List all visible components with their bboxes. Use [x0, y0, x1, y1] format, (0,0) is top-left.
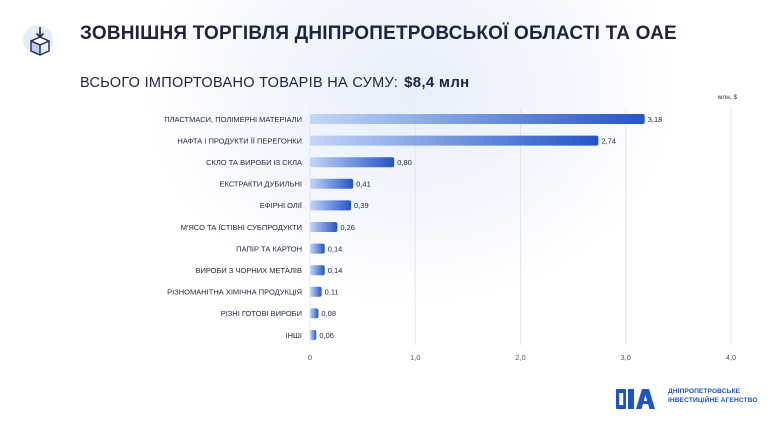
bar — [310, 135, 599, 146]
bar — [310, 286, 322, 297]
category-label: ЕКСТРАКТИ ДУБИЛЬНІ — [219, 180, 302, 189]
bar — [310, 265, 325, 276]
value-label: 0,14 — [328, 244, 343, 253]
unit-label: млн, $ — [718, 94, 738, 101]
bar — [310, 178, 354, 189]
category-label: СКЛО ТА ВИРОБИ ІЗ СКЛА — [206, 158, 302, 167]
logo-line-2: ІНВЕСТИЦІЙНЕ АГЕНСТВО — [668, 396, 758, 404]
dia-logo — [616, 389, 655, 409]
value-label: 3,18 — [648, 115, 663, 124]
subtitle-total: $8,4 млн — [404, 74, 470, 91]
value-label: 2,74 — [601, 136, 616, 145]
bar — [310, 330, 317, 340]
x-tick-label: 4,0 — [726, 353, 736, 362]
category-label: ІНШІ — [286, 331, 302, 340]
value-label: 0,41 — [356, 180, 371, 189]
category-label: РІЗНОМАНІТНА ХІМІЧНА ПРОДУКЦІЯ — [167, 288, 302, 297]
page-title: ЗОВНІШНЯ ТОРГІВЛЯ ДНІПРОПЕТРОВСЬКОЇ ОБЛА… — [80, 23, 677, 44]
bar — [310, 157, 395, 168]
bar — [310, 114, 645, 124]
value-label: 0,80 — [397, 158, 412, 167]
value-label: 0,26 — [340, 223, 355, 232]
value-label: 0,06 — [319, 331, 334, 340]
value-label: 0,14 — [328, 266, 343, 275]
x-tick-label: 3,0 — [621, 353, 631, 362]
page-subtitle: ВСЬОГО ІМПОРТОВАНО ТОВАРІВ НА СУМУ: $8,4 … — [80, 74, 470, 91]
x-tick-label: 1,0 — [410, 353, 420, 362]
logo-line-1: ДНІПРОПЕТРОВСЬКЕ — [668, 388, 741, 395]
category-label: ПЛАСТМАСИ, ПОЛІМЕРНІ МАТЕРІАЛИ — [164, 115, 302, 124]
import-box-icon — [23, 25, 53, 56]
category-label: РІЗНІ ГОТОВІ ВИРОБИ — [221, 309, 302, 318]
value-label: 0,39 — [354, 201, 369, 210]
bar — [310, 308, 319, 319]
bar — [310, 200, 352, 211]
category-label: ЕФІРНІ ОЛІЇ — [260, 201, 303, 210]
bar — [310, 222, 338, 232]
category-label: ПАПІР ТА КАРТОН — [236, 244, 302, 253]
bar — [310, 243, 325, 254]
category-label: ВИРОБИ З ЧОРНИХ МЕТАЛІВ — [195, 266, 302, 275]
x-tick-label: 0 — [308, 353, 312, 362]
category-label: М'ЯСО ТА ЇСТІВНІ СУБПРОДУКТИ — [181, 223, 302, 232]
value-label: 0,08 — [321, 309, 336, 318]
value-label: 0,11 — [325, 288, 339, 297]
logo-text: ДНІПРОПЕТРОВСЬКЕ ІНВЕСТИЦІЙНЕ АГЕНСТВО — [668, 388, 758, 405]
subtitle-prefix: ВСЬОГО ІМПОРТОВАНО ТОВАРІВ НА СУМУ: — [80, 75, 399, 91]
category-label: НАФТА І ПРОДУКТИ ЇЇ ПЕРЕГОНКИ — [177, 136, 302, 145]
x-tick-label: 2,0 — [515, 353, 525, 362]
